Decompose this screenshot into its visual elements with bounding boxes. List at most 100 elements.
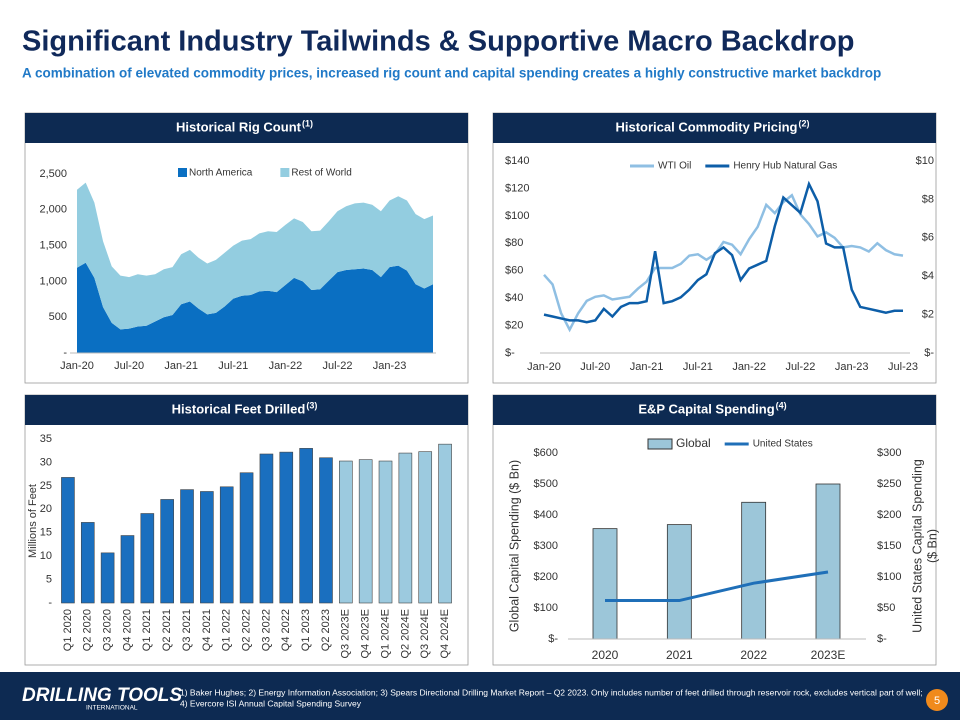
bar: [219, 486, 234, 604]
page-badge: [926, 689, 948, 711]
bar: [592, 528, 618, 640]
y-tick-label: $60: [505, 265, 523, 277]
x-tick-label: Q1 2021: [141, 609, 153, 651]
slide-subtitle: A combination of elevated commodity pric…: [22, 66, 881, 81]
x-tick-label: Q1 2022: [221, 609, 233, 651]
y-tick-label: $6: [922, 232, 934, 244]
bar: [61, 477, 75, 604]
y-tick-label: $150: [877, 540, 901, 552]
y-tick-label: 5: [46, 573, 52, 585]
y-tick-label: 1,500: [39, 240, 67, 252]
y-tick-label: $80: [505, 237, 523, 249]
logo: DRILLING TOOLS: [22, 685, 182, 706]
y-tick-label: $4: [922, 270, 934, 282]
panel-header: [25, 395, 468, 425]
bar: [398, 452, 413, 604]
x-tick-label: Jan-23: [373, 360, 407, 372]
area: [77, 182, 433, 330]
legend-label: Rest of World: [291, 168, 351, 179]
y2-axis-label: United States Capital Spending: [910, 459, 924, 633]
x-tick-label: Q4 2020: [121, 609, 133, 651]
y-tick-label: $300: [534, 540, 558, 552]
y-tick-label: 1,000: [39, 275, 67, 287]
panel-title-note: (2): [799, 118, 810, 128]
x-tick-label: Jul-21: [218, 360, 248, 372]
x-tick-label: Jan-21: [164, 360, 198, 372]
legend-label: North America: [189, 168, 253, 179]
panel-header: [493, 113, 936, 143]
footer-bar: [0, 672, 960, 720]
y-tick-label: 30: [40, 456, 52, 468]
y-tick-label: $-: [924, 347, 934, 359]
legend-swatch: [647, 438, 673, 450]
bar: [358, 459, 373, 604]
x-tick-label: 2021: [666, 648, 693, 662]
legend-label: Henry Hub Natural Gas: [733, 161, 837, 172]
panel-frame: [492, 394, 937, 666]
x-tick-label: Q2 2023: [320, 609, 332, 651]
x-tick-label: Q2 2022: [240, 609, 252, 651]
y-tick-label: -: [48, 597, 52, 609]
bar: [815, 483, 841, 640]
legend-swatch: [280, 168, 290, 177]
logo-sub: INTERNATIONAL: [86, 705, 138, 712]
y-tick-label: $10: [916, 155, 934, 167]
bar: [140, 513, 155, 604]
x-tick-label: Jul-22: [323, 360, 353, 372]
bar: [100, 552, 115, 604]
y-tick-label: $-: [505, 347, 515, 359]
x-tick-label: Jan-23: [835, 361, 869, 373]
panel-title: Historical Rig Count: [176, 119, 302, 134]
y-tick-label: $50: [877, 602, 895, 614]
x-tick-label: Jan-20: [60, 360, 94, 372]
bar: [378, 460, 393, 604]
y-axis-label: Millions of Feet: [27, 484, 39, 558]
bar: [319, 457, 333, 604]
y-tick-label: $400: [534, 509, 558, 521]
x-tick-label: Q3 2021: [181, 609, 193, 651]
x-tick-label: Q2 2024E: [399, 609, 411, 659]
x-tick-label: 2022: [740, 648, 767, 662]
y-tick-label: -: [63, 347, 67, 359]
legend-label: United States: [753, 439, 813, 450]
y-tick-label: $600: [534, 447, 558, 459]
x-tick-label: Q2 2021: [161, 609, 173, 651]
panel-title: Historical Commodity Pricing: [615, 119, 797, 134]
bar: [339, 460, 353, 604]
bar: [259, 453, 274, 604]
y2-axis-label: ($ Bn): [925, 529, 939, 563]
y-tick-label: $200: [534, 571, 558, 583]
x-tick-label: Q4 2024E: [439, 609, 451, 659]
x-tick-label: Q3 2023E: [340, 609, 352, 659]
x-tick-label: Q3 2020: [102, 609, 114, 651]
y-tick-label: $140: [505, 155, 529, 167]
y-tick-label: 500: [49, 311, 67, 323]
x-tick-label: Q4 2022: [280, 609, 292, 651]
bar: [180, 489, 194, 604]
y-tick-label: 20: [40, 503, 52, 515]
y-axis-label: Global Capital Spending ($ Bn): [507, 460, 521, 632]
legend-label: WTI Oil: [658, 161, 691, 172]
area: [77, 262, 433, 353]
panel-title: E&P Capital Spending: [638, 401, 774, 416]
x-tick-label: Q3 2024E: [419, 609, 431, 659]
y-tick-label: $8: [922, 193, 934, 205]
y-tick-label: $300: [877, 447, 901, 459]
y-tick-label: $100: [534, 602, 558, 614]
x-tick-label: Jan-22: [269, 360, 303, 372]
legend-label: Global: [676, 436, 711, 450]
y-tick-label: 2,000: [39, 204, 67, 216]
bar: [160, 499, 174, 604]
y-tick-label: $-: [877, 633, 887, 645]
y-tick-label: $-: [548, 633, 558, 645]
x-tick-label: Q3 2022: [260, 609, 272, 651]
x-tick-label: Jul-21: [683, 361, 713, 373]
bar: [239, 472, 254, 604]
x-tick-label: Jan-20: [527, 361, 561, 373]
bar: [741, 501, 767, 640]
x-tick-label: Q4 2023E: [360, 609, 372, 659]
x-tick-label: 2023E: [811, 648, 846, 662]
bar: [299, 448, 313, 604]
x-tick-label: Jan-22: [732, 361, 766, 373]
